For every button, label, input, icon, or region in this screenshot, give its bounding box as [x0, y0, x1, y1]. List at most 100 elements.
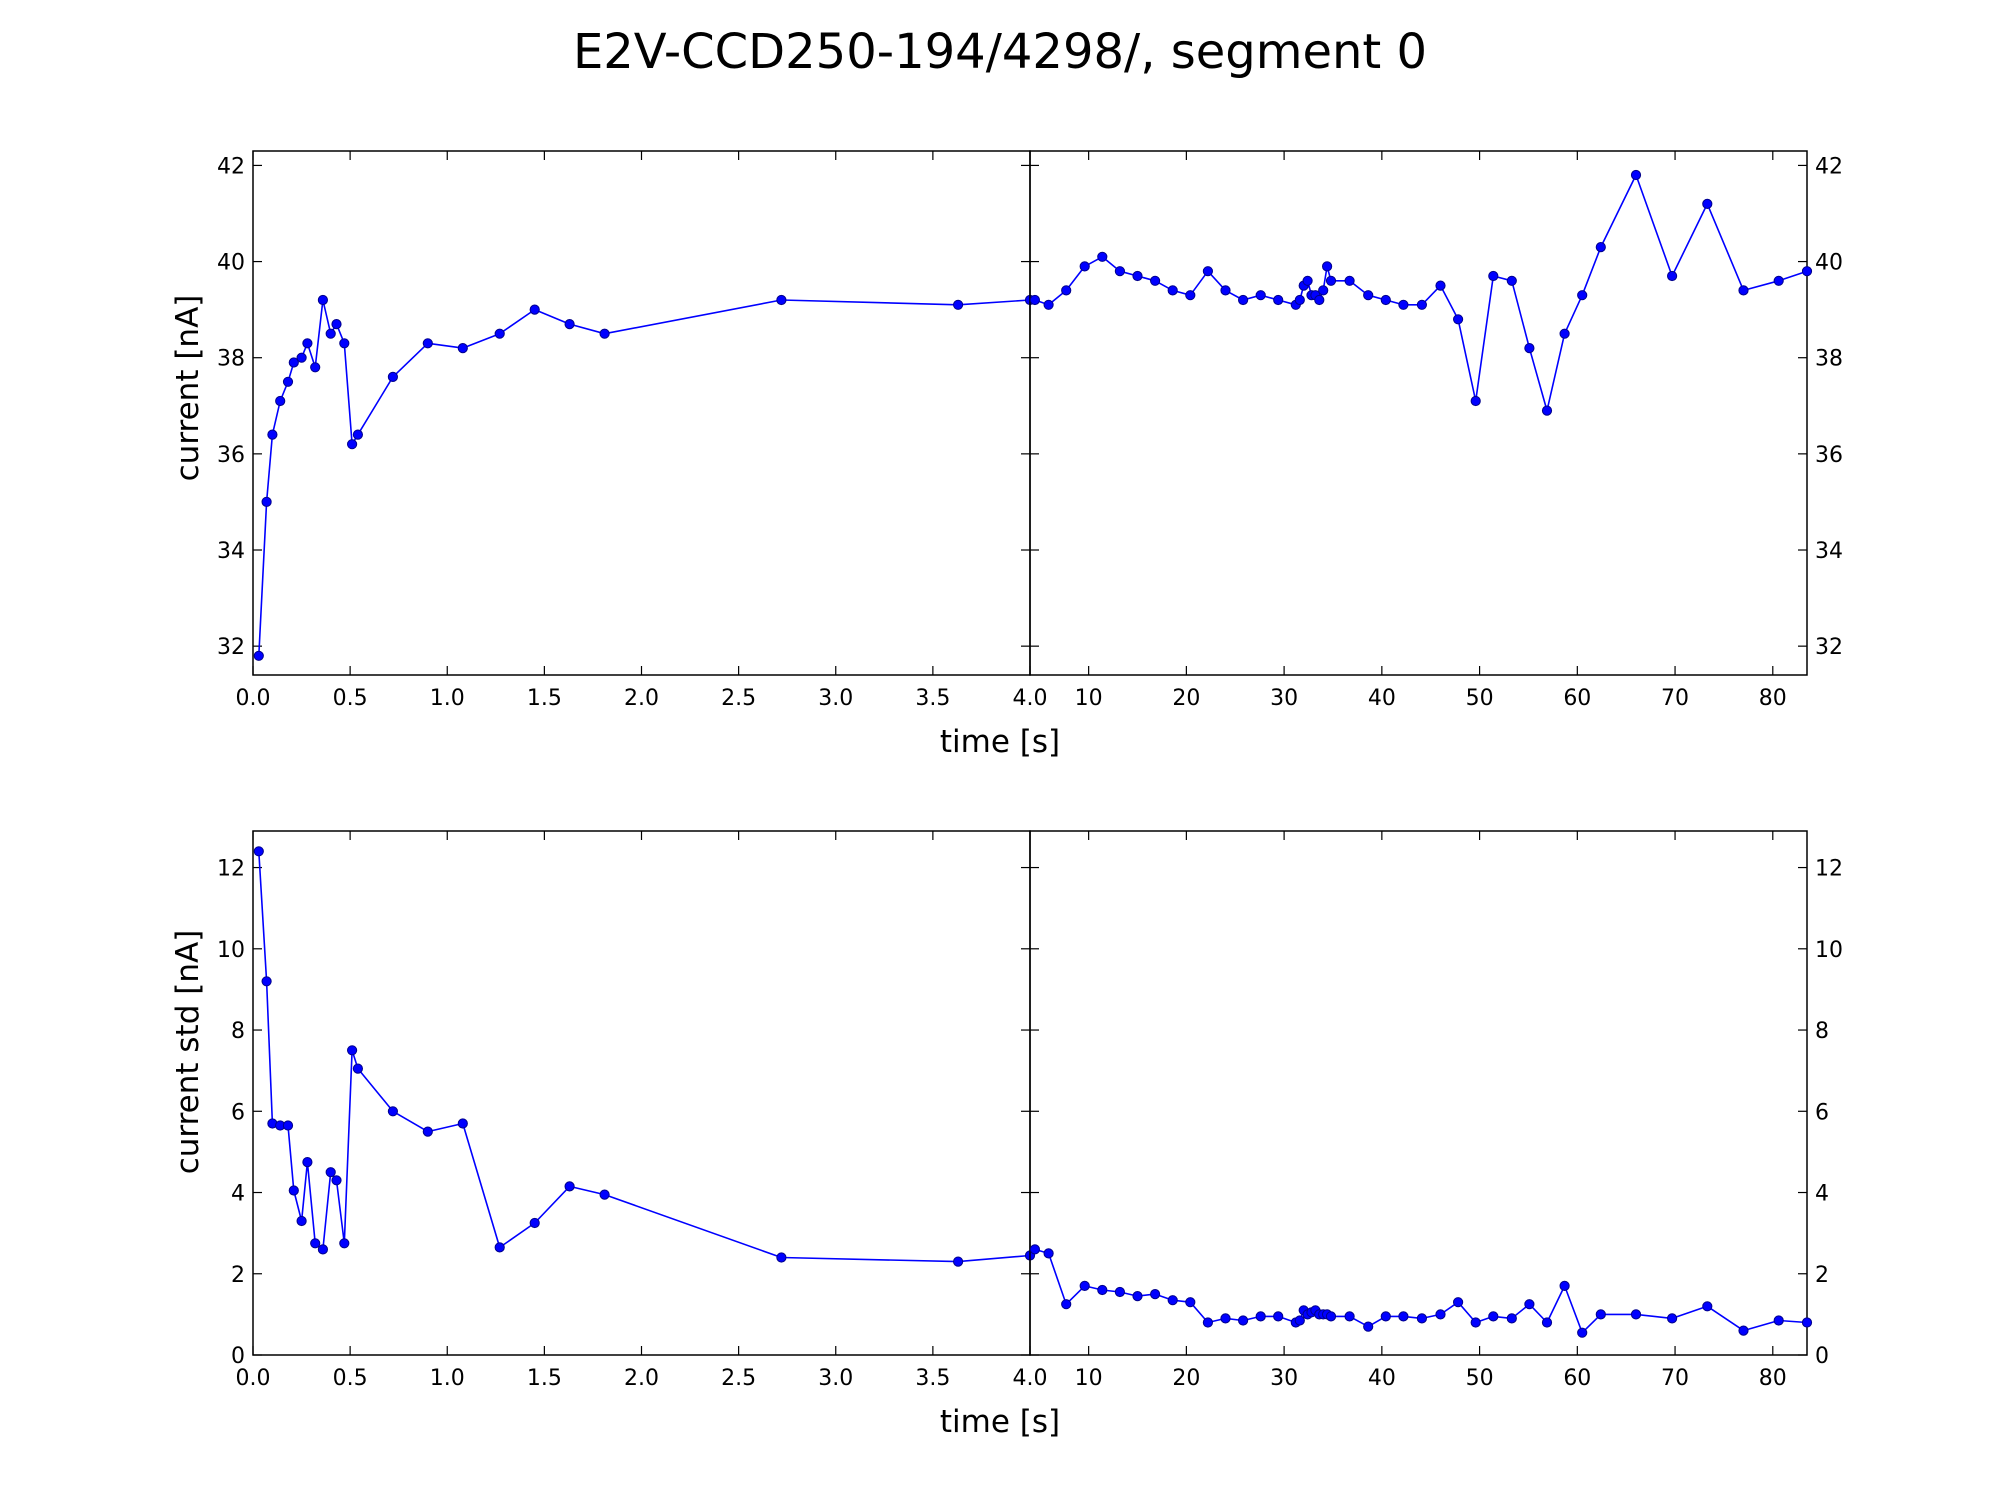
data-point [1541, 1317, 1553, 1328]
left-subplot: 0.0 0.5 1.0 1.5 2.0 2.5 3.0 3.5 4.0 0 2 4 6 8 10 12 [217, 830, 1048, 1391]
data-point [1344, 1311, 1355, 1322]
data-point [352, 429, 363, 440]
right-subplot: 10 20 30 40 50 60 70 80 0 2 4 6 8 10 12 [1029, 830, 1843, 1391]
data-point [1470, 1317, 1481, 1328]
y-tick-label: 40 [1815, 251, 1843, 276]
x-tick-label: 3.0 [818, 686, 853, 711]
data-point [1273, 1311, 1284, 1322]
x-tick-label: 1.0 [430, 1366, 465, 1391]
y-tick-label: 4 [1815, 1182, 1829, 1207]
data-point [1079, 1280, 1090, 1292]
data-point [253, 846, 264, 857]
series-line [258, 299, 1031, 656]
data-point [457, 1118, 468, 1129]
data-point [310, 1238, 321, 1249]
y-axis-label-current: current [nA] [170, 295, 206, 482]
data-point [1150, 1289, 1161, 1300]
x-tick-label: 3.0 [818, 1366, 853, 1391]
data-point [317, 1244, 328, 1255]
data-point [296, 1215, 307, 1227]
data-point [296, 352, 307, 363]
data-point [1079, 261, 1090, 272]
data-point [1595, 242, 1606, 253]
x-tick-label: 0.0 [236, 1366, 271, 1391]
data-point [339, 1238, 350, 1249]
x-tick-label: 0.5 [333, 1366, 368, 1391]
data-point [261, 976, 272, 987]
y-tick-label: 38 [1815, 347, 1843, 372]
x-tick-label: 0.0 [236, 686, 271, 711]
data-point [1702, 198, 1713, 209]
data-point [1506, 275, 1517, 286]
data-point [1506, 1313, 1517, 1324]
data-point [776, 1252, 787, 1263]
data-point [1416, 299, 1428, 310]
data-point [1453, 1297, 1464, 1308]
data-point [494, 328, 505, 339]
data-point [1185, 1297, 1196, 1308]
x-tick-label: 2.5 [721, 1366, 756, 1391]
y-tick-label: 8 [1815, 1019, 1829, 1044]
x-tick-label: 50 [1466, 1366, 1494, 1391]
data-point [1667, 1313, 1678, 1324]
data-point [261, 496, 272, 507]
data-point [1488, 1311, 1499, 1322]
x-tick-label: 2.0 [624, 686, 659, 711]
data-point [1577, 290, 1588, 301]
data-point [422, 1126, 433, 1137]
y-tick-label: 2 [1815, 1263, 1829, 1288]
y-tick-label: 42 [1815, 154, 1843, 179]
x-tick-label: 40 [1368, 686, 1396, 711]
y-tick-label: 34 [1815, 539, 1843, 564]
data-point [1322, 261, 1333, 272]
data-point [325, 328, 336, 339]
data-point [282, 1120, 294, 1131]
data-point [422, 338, 433, 349]
data-point [1773, 1315, 1784, 1326]
data-point [317, 294, 328, 306]
data-point [347, 439, 358, 450]
data-point [302, 338, 313, 349]
x-axis-label-current: time [s] [940, 724, 1060, 760]
data-point [331, 1175, 342, 1186]
x-tick-label: 10 [1075, 686, 1103, 711]
left-axes-frame [252, 150, 1031, 676]
data-point [599, 328, 610, 339]
data-point [1061, 1299, 1072, 1310]
x-tick-label: 20 [1172, 1366, 1200, 1391]
data-point [564, 1181, 575, 1192]
data-point [352, 1063, 363, 1074]
data-point [1435, 1309, 1446, 1320]
x-tick-label: 0.5 [333, 686, 368, 711]
data-point [1220, 285, 1231, 296]
x-tick-label: 60 [1563, 1366, 1591, 1391]
y-tick-label: 10 [217, 938, 245, 963]
y-tick-label: 6 [231, 1100, 245, 1125]
data-point [1132, 1291, 1143, 1302]
x-tick-label: 80 [1759, 1366, 1787, 1391]
data-point [1630, 169, 1642, 181]
data-point [1043, 1248, 1054, 1259]
data-point [288, 357, 299, 368]
data-point [1202, 1317, 1214, 1328]
data-point [1325, 1311, 1337, 1322]
y-tick-label: 38 [217, 347, 245, 372]
data-point [331, 319, 342, 330]
data-point [347, 1045, 358, 1056]
right-subplot: 10 20 30 40 50 60 70 80 32 34 36 38 40 42 [1029, 150, 1843, 711]
series-line [1034, 174, 1808, 412]
data-point [599, 1189, 610, 1200]
data-point [1344, 275, 1355, 286]
data-point [1097, 1284, 1108, 1296]
data-point [1380, 294, 1391, 306]
data-point [339, 338, 350, 349]
data-point [253, 650, 264, 661]
data-point [564, 319, 575, 330]
series-line [258, 851, 1031, 1263]
data-point [1150, 275, 1161, 286]
x-tick-label: 20 [1172, 686, 1200, 711]
data-point [1559, 328, 1570, 339]
x-tick-label: 3.5 [915, 1366, 950, 1391]
x-tick-label: 2.5 [721, 686, 756, 711]
data-point [1132, 270, 1143, 282]
